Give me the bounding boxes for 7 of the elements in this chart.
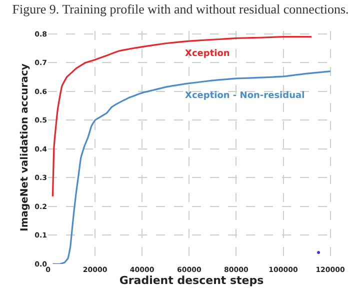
chart-title: Figure 9. Training profile with and without residual connections. xyxy=(12,2,349,17)
line-series xyxy=(52,36,312,198)
series-label: Xception - Non-residual xyxy=(185,91,305,101)
y-axis-title: ImageNet validation accuracy xyxy=(20,63,31,232)
x-axis-title: Gradient descent steps xyxy=(119,274,264,287)
line-series xyxy=(52,70,332,264)
series-label: Xception xyxy=(185,49,230,59)
